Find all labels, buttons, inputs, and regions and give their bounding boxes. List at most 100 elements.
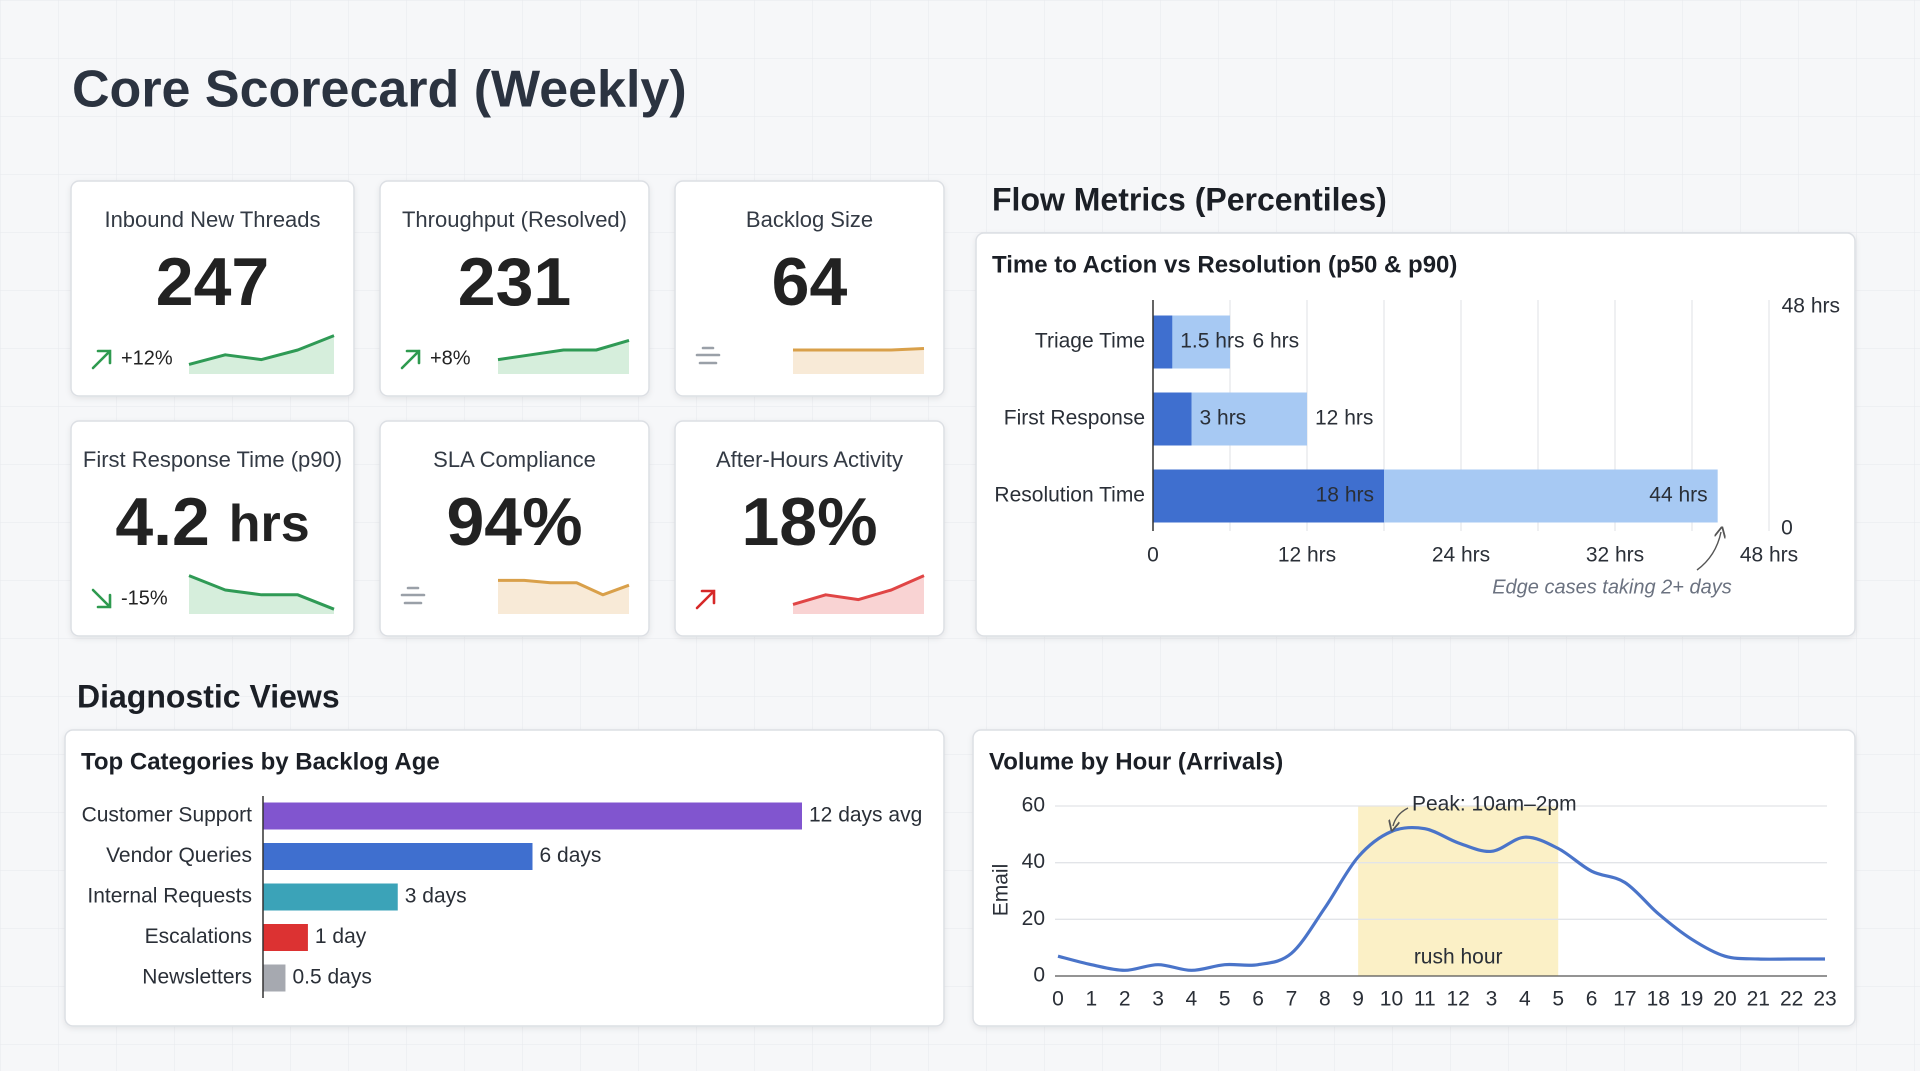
- value-label: 12 hrs: [1315, 407, 1373, 430]
- kpi-value: 4.2 hrs: [115, 484, 309, 560]
- category-label: Internal Requests: [87, 885, 252, 908]
- x-tick-label: 0: [1147, 544, 1159, 567]
- kpi-label: Throughput (Resolved): [402, 207, 627, 232]
- x-tick-label: 19: [1680, 988, 1703, 1011]
- bar: [263, 802, 802, 830]
- kpi-value: 231: [458, 244, 571, 320]
- kpi-card: [674, 180, 945, 397]
- section-heading: Flow Metrics (Percentiles): [992, 181, 1387, 217]
- kpi-delta: -15%: [121, 587, 168, 609]
- x-tick-label: 23: [1813, 988, 1836, 1011]
- trend-icon: [400, 586, 426, 605]
- kpi-label: SLA Compliance: [433, 447, 596, 472]
- kpi-value-number: 94%: [446, 484, 582, 560]
- x-tick-label: 11: [1414, 988, 1436, 1011]
- kpi-value: 247: [156, 244, 269, 320]
- section-heading: Diagnostic Views: [77, 678, 340, 714]
- x-tick-label: 5: [1219, 988, 1231, 1011]
- bar: [263, 883, 398, 911]
- corner-label: 48 hrs: [1782, 295, 1840, 318]
- bar-p50: [1153, 469, 1384, 523]
- x-tick-label: 6: [1586, 988, 1598, 1011]
- value-label: 1.5 hrs: [1180, 330, 1244, 353]
- sparkline-area: [189, 335, 334, 374]
- x-tick-label: 12 hrs: [1278, 544, 1336, 567]
- y-tick-label: 20: [1022, 907, 1045, 930]
- kpi-value-unit: hrs: [229, 495, 310, 553]
- kpi-value-number: 18%: [741, 484, 877, 560]
- y-axis-label: Email: [990, 864, 1013, 917]
- x-tick-label: 5: [1552, 988, 1564, 1011]
- x-tick-label: 9: [1352, 988, 1364, 1011]
- highlight-band: [1358, 806, 1559, 976]
- kpi-label: After-Hours Activity: [716, 447, 903, 472]
- kpi-value: 64: [772, 244, 848, 320]
- sparkline: [188, 334, 335, 366]
- sparkline: [498, 578, 630, 597]
- x-tick-label: 3: [1486, 988, 1498, 1011]
- band-label: rush hour: [1414, 946, 1503, 969]
- annotation: Peak: 10am–2pm: [1412, 793, 1577, 816]
- y-tick-label: 60: [1022, 794, 1045, 817]
- trend-icon: [91, 349, 112, 370]
- bar: [263, 843, 533, 870]
- x-tick-label: 2: [1119, 988, 1131, 1011]
- x-tick-label: 20: [1713, 988, 1736, 1011]
- value-label: 3 hrs: [1200, 407, 1247, 430]
- sparkline: [793, 347, 925, 352]
- kpi-value-number: 247: [156, 244, 269, 320]
- category-label: Customer Support: [82, 804, 253, 827]
- trend-icon: [400, 349, 421, 370]
- x-tick-label: 3: [1152, 988, 1164, 1011]
- sparkline: [792, 574, 925, 606]
- kpi-value-number: 4.2: [115, 484, 228, 560]
- category-label: First Response: [1004, 407, 1145, 430]
- x-tick-label: 18: [1647, 988, 1670, 1011]
- trend-icon: [91, 588, 112, 609]
- kpi-label: First Response Time (p90): [83, 447, 342, 472]
- category-label: Newsletters: [142, 966, 252, 989]
- x-tick-label: 22: [1780, 988, 1803, 1011]
- kpi-delta: +12%: [121, 347, 173, 369]
- y-tick-label: 40: [1022, 850, 1045, 873]
- chart-title: Top Categories by Backlog Age: [81, 748, 440, 775]
- corner-label: 0: [1781, 517, 1793, 540]
- trend-icon: [695, 346, 721, 365]
- x-tick-label: 32 hrs: [1586, 544, 1644, 567]
- kpi-card: [70, 180, 355, 397]
- sparkline: [188, 574, 335, 611]
- category-label: Escalations: [145, 925, 252, 948]
- annotation: Edge cases taking 2+ days: [1492, 576, 1732, 598]
- sparkline-area: [498, 340, 629, 374]
- chart-title: Volume by Hour (Arrivals): [989, 748, 1283, 775]
- kpi-value: 18%: [741, 484, 877, 560]
- x-tick-label: 17: [1613, 988, 1636, 1011]
- sparkline-area: [793, 348, 924, 374]
- kpi-value-number: 231: [458, 244, 571, 320]
- x-tick-label: 1: [1086, 988, 1098, 1011]
- sparkline-area: [498, 580, 629, 614]
- x-tick-label: 4: [1519, 988, 1531, 1011]
- x-tick-label: 6: [1252, 988, 1264, 1011]
- line: [1057, 825, 1825, 972]
- x-tick-label: 7: [1286, 988, 1298, 1011]
- trend-icon: [695, 589, 716, 610]
- kpi-card: [379, 420, 650, 637]
- bar-p50: [1153, 392, 1192, 446]
- value-label: 3 days: [405, 885, 467, 908]
- category-label: Resolution Time: [994, 484, 1145, 507]
- kpi-card: [674, 420, 945, 637]
- x-tick-label: 8: [1319, 988, 1331, 1011]
- annotation-arrow: [1393, 807, 1409, 826]
- kpi-card: [379, 180, 650, 397]
- x-tick-label: 0: [1052, 988, 1064, 1011]
- kpi-label: Backlog Size: [746, 207, 873, 232]
- x-tick-label: 21: [1747, 988, 1770, 1011]
- category-label: Vendor Queries: [106, 844, 252, 867]
- bar-p50: [1153, 315, 1173, 369]
- x-tick-label: 12: [1446, 988, 1469, 1011]
- value-label: 12 days avg: [809, 804, 922, 827]
- kpi-label: Inbound New Threads: [104, 207, 320, 232]
- sparkline: [497, 338, 630, 362]
